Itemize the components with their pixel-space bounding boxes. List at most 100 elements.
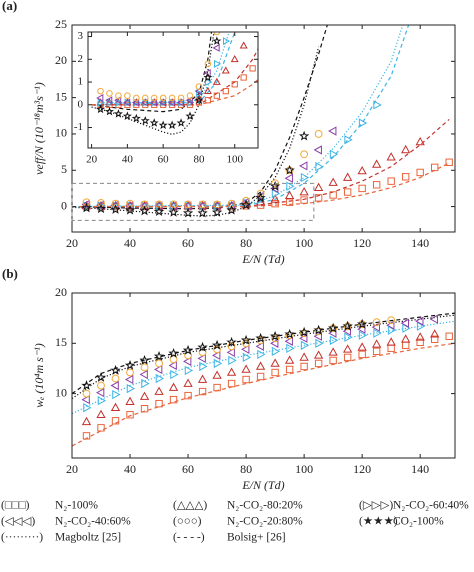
star-marker xyxy=(113,109,123,118)
x-tick-label: 100 xyxy=(295,236,313,250)
star-marker xyxy=(255,332,266,343)
triangle-right-marker xyxy=(187,98,195,107)
square-marker xyxy=(155,399,163,408)
circle-marker xyxy=(271,334,280,343)
triangle-up-marker xyxy=(212,370,222,379)
triangle-right-marker xyxy=(329,149,339,159)
triangle-left-marker xyxy=(328,126,337,136)
triangle-up-marker xyxy=(221,66,230,74)
plot-area xyxy=(72,25,453,218)
triangle-up-marker xyxy=(110,402,121,411)
square-marker xyxy=(198,387,207,396)
triangle-right-marker xyxy=(232,11,238,17)
square-marker xyxy=(271,199,279,208)
star-marker xyxy=(185,111,195,120)
square-marker xyxy=(430,335,439,343)
circle-marker xyxy=(124,92,131,99)
square-marker xyxy=(343,353,352,362)
x-tick-label: 80 xyxy=(240,462,252,476)
star-marker xyxy=(124,204,136,215)
triangle-left-marker xyxy=(222,13,228,19)
square-marker xyxy=(387,177,395,185)
triangle-right-marker xyxy=(155,373,165,384)
plot-area xyxy=(72,312,455,447)
triangle-up-marker xyxy=(415,136,425,146)
triangle-right-marker xyxy=(271,346,281,357)
square-marker xyxy=(300,196,308,204)
circle-marker xyxy=(227,342,236,351)
star-marker xyxy=(240,334,252,345)
x-tick-label: 140 xyxy=(411,236,429,250)
circle-marker xyxy=(97,199,105,207)
triangle-up-marker xyxy=(401,334,411,343)
triangle-right-marker xyxy=(199,361,208,372)
triangle-right-marker xyxy=(115,98,123,107)
x-tick-label: 20 xyxy=(86,154,98,166)
star-marker xyxy=(124,360,136,370)
y-axis-label: wₑ (10⁴m s⁻¹) xyxy=(32,343,46,408)
triangle-left-marker xyxy=(105,96,113,105)
x-tick-label: 60 xyxy=(158,154,170,166)
square-marker xyxy=(343,188,352,196)
triangle-up-marker xyxy=(401,144,411,154)
triangle-right-marker xyxy=(141,378,150,389)
x-axis-label: E/N (Td) xyxy=(241,252,284,266)
square-marker xyxy=(314,359,323,368)
star-marker xyxy=(168,206,179,217)
plot-area xyxy=(91,9,300,135)
star-marker xyxy=(298,326,310,337)
x-tick-label: 80 xyxy=(193,154,205,166)
square-marker xyxy=(372,347,381,356)
legend-label: CO₂-100% xyxy=(393,516,444,528)
model-curve xyxy=(72,342,455,447)
star-marker xyxy=(327,322,339,333)
square-marker xyxy=(401,173,410,181)
star-marker xyxy=(356,318,368,329)
triangle-up-marker xyxy=(299,187,309,196)
circle-marker xyxy=(300,150,309,159)
square-marker xyxy=(430,163,439,172)
triangle-left-marker xyxy=(255,341,264,351)
triangle-up-marker xyxy=(372,339,382,348)
triangle-right-marker xyxy=(373,328,382,338)
triangle-up-marker xyxy=(357,342,367,351)
triangle-right-marker xyxy=(213,358,223,369)
triangle-right-marker xyxy=(286,343,295,353)
triangle-right-marker xyxy=(112,389,121,400)
square-marker xyxy=(140,405,149,413)
star-marker xyxy=(269,330,281,341)
triangle-up-marker xyxy=(357,165,367,175)
star-marker xyxy=(139,354,150,365)
legend-symbol: (·········) xyxy=(1,532,43,544)
triangle-up-marker xyxy=(258,11,264,17)
y-axis-label: νeff/N (10⁻¹⁸m³s⁻¹) xyxy=(32,82,46,175)
triangle-left-marker xyxy=(226,347,235,358)
x-tick-label: 120 xyxy=(353,236,371,250)
triangle-left-marker xyxy=(299,161,308,171)
star-marker xyxy=(153,206,165,217)
x-tick-label: 40 xyxy=(122,154,134,166)
square-marker xyxy=(271,368,279,377)
square-marker xyxy=(82,432,91,440)
circle-marker xyxy=(314,130,323,138)
legend-label: N₂-CO₂-60:40% xyxy=(393,500,469,512)
triangle-up-marker xyxy=(194,93,203,101)
square-marker xyxy=(295,9,300,14)
circle-marker xyxy=(141,94,149,102)
triangle-up-marker xyxy=(270,194,280,203)
triangle-left-marker xyxy=(415,316,424,326)
x-tick-label: 20 xyxy=(66,462,78,476)
triangle-left-marker xyxy=(197,353,206,364)
circle-marker xyxy=(387,316,396,325)
star-marker xyxy=(153,350,165,361)
triangle-left-marker xyxy=(429,314,438,324)
inset-frame xyxy=(88,32,258,148)
x-tick-label: 100 xyxy=(226,154,243,166)
triangle-left-marker xyxy=(139,369,148,380)
square-marker xyxy=(204,97,212,104)
y-tick-label: 10 xyxy=(55,126,67,140)
triangle-up-marker xyxy=(230,54,239,63)
triangle-left-marker xyxy=(81,394,90,405)
circle-marker xyxy=(169,355,178,364)
circle-marker xyxy=(177,94,185,102)
